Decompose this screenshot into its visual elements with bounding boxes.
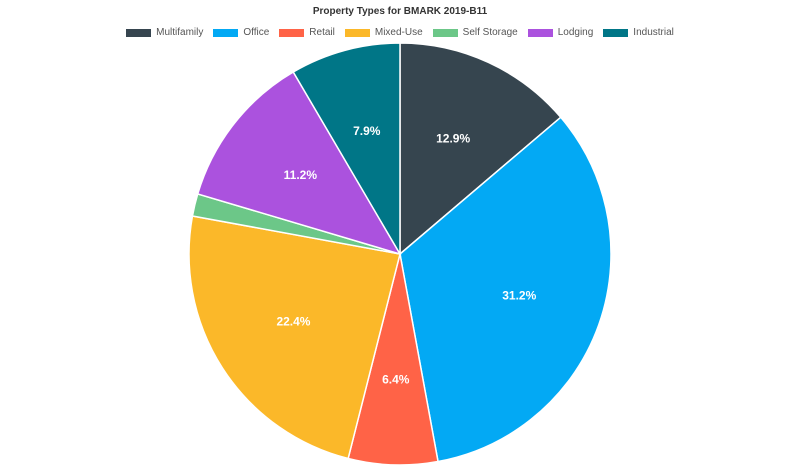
legend-item-office[interactable]: Office [213,27,269,38]
chart-title: Property Types for BMARK 2019-B11 [312,6,488,17]
legend-swatch [603,28,629,37]
pie-slice-mixed-use[interactable] [188,215,401,460]
legend-swatch [126,28,152,37]
pie-slice-industrial[interactable] [292,42,401,257]
slice-label-office: 31.2% [502,289,536,303]
legend-swatch [279,28,305,37]
legend-label: Self Storage [462,27,518,38]
slice-label-industrial: 7.9% [353,124,381,138]
legend-swatch [527,28,553,37]
legend-swatch [344,28,370,37]
pie-slice-multifamily[interactable] [399,42,562,256]
pie-labels: 12.9% 31.2% 6.4% 22.4% 11.2% 7.9% [276,124,536,387]
legend-item-retail[interactable]: Retail [279,27,335,38]
legend-swatch [213,28,239,37]
legend-item-lodging[interactable]: Lodging [527,27,594,38]
legend-label: Mixed-Use [374,27,423,38]
legend-label: Retail [309,27,335,38]
pie-slice-lodging[interactable] [196,70,402,256]
legend-item-self-storage[interactable]: Self Storage [432,27,518,38]
legend-item-industrial[interactable]: Industrial [603,27,674,38]
slice-label-lodging: 11.2% [284,168,318,182]
slice-label-retail: 6.4% [382,373,410,387]
legend-label: Industrial [633,27,674,38]
legend-item-mixed-use[interactable]: Mixed-Use [344,27,423,38]
chart-legend: Multifamily Office Retail Mixed-Use Self Sto… [0,27,800,38]
slice-label-multifamily: 12.9% [436,131,470,145]
legend-item-multifamily[interactable]: Multifamily [126,27,203,38]
slice-label-mixed-use: 22.4% [276,315,310,329]
legend-label: Office [243,27,270,38]
pie-slice-office[interactable] [399,116,612,463]
legend-label: Lodging [557,27,594,38]
pie-slices [188,42,612,466]
legend-swatch [432,28,458,37]
legend-label: Multifamily [156,27,204,38]
